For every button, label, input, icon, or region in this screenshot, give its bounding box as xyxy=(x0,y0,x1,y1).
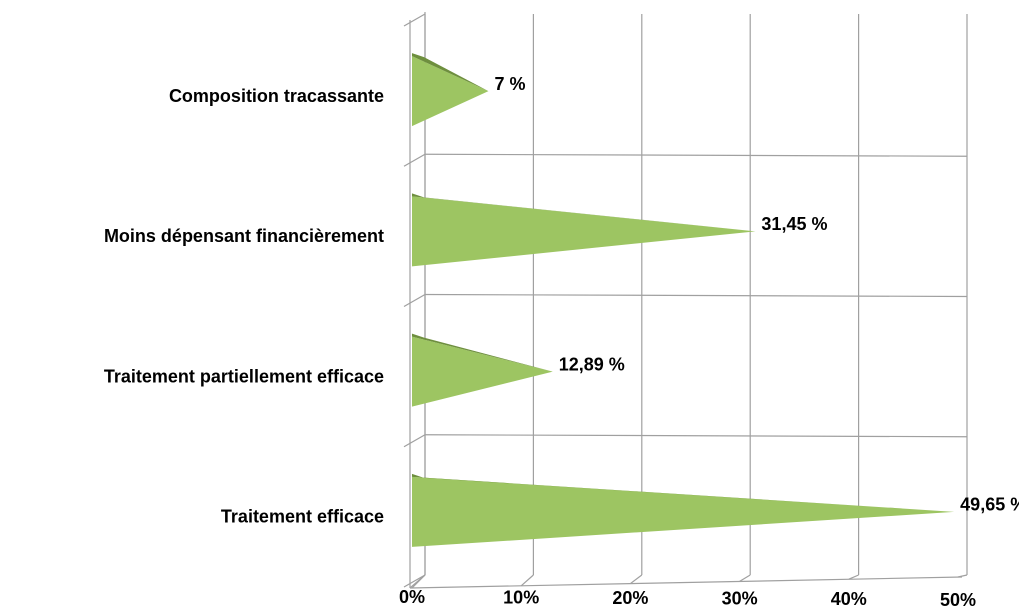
category-label: Traitement efficace xyxy=(221,507,384,527)
bar-top xyxy=(412,53,489,92)
x-tick xyxy=(520,574,534,587)
category-label: Composition tracassante xyxy=(169,86,384,106)
x-tick-label: 20% xyxy=(612,588,648,607)
x-tick xyxy=(848,574,859,580)
x-tick xyxy=(630,574,643,585)
x-tick xyxy=(957,574,968,578)
x-axis xyxy=(409,576,963,589)
x-tick-label: 0% xyxy=(399,587,425,607)
x-tick-label: 10% xyxy=(503,587,539,607)
category-tick xyxy=(403,13,426,27)
category-tick xyxy=(403,153,426,167)
grid-line xyxy=(424,293,968,298)
category-tick xyxy=(403,434,426,448)
category-tick xyxy=(403,574,426,588)
bar xyxy=(412,196,756,267)
bar xyxy=(412,336,553,407)
grid-line xyxy=(424,153,968,157)
value-label: 49,65 % xyxy=(960,495,1019,515)
category-label: Traitement partiellement efficace xyxy=(104,366,384,386)
value-label: 7 % xyxy=(494,74,525,94)
x-tick-label: 40% xyxy=(831,589,867,607)
category-label: Moins dépensant financièrement xyxy=(104,226,384,246)
category-tick xyxy=(403,293,426,308)
x-tick xyxy=(411,574,426,589)
value-label: 31,45 % xyxy=(761,214,827,234)
x-tick xyxy=(739,574,751,582)
x-tick-label: 50% xyxy=(940,590,976,607)
value-label: 12,89 % xyxy=(559,354,625,374)
bar xyxy=(412,476,955,547)
bar xyxy=(412,56,489,127)
x-tick-label: 30% xyxy=(722,589,758,607)
grid-line xyxy=(424,434,968,438)
